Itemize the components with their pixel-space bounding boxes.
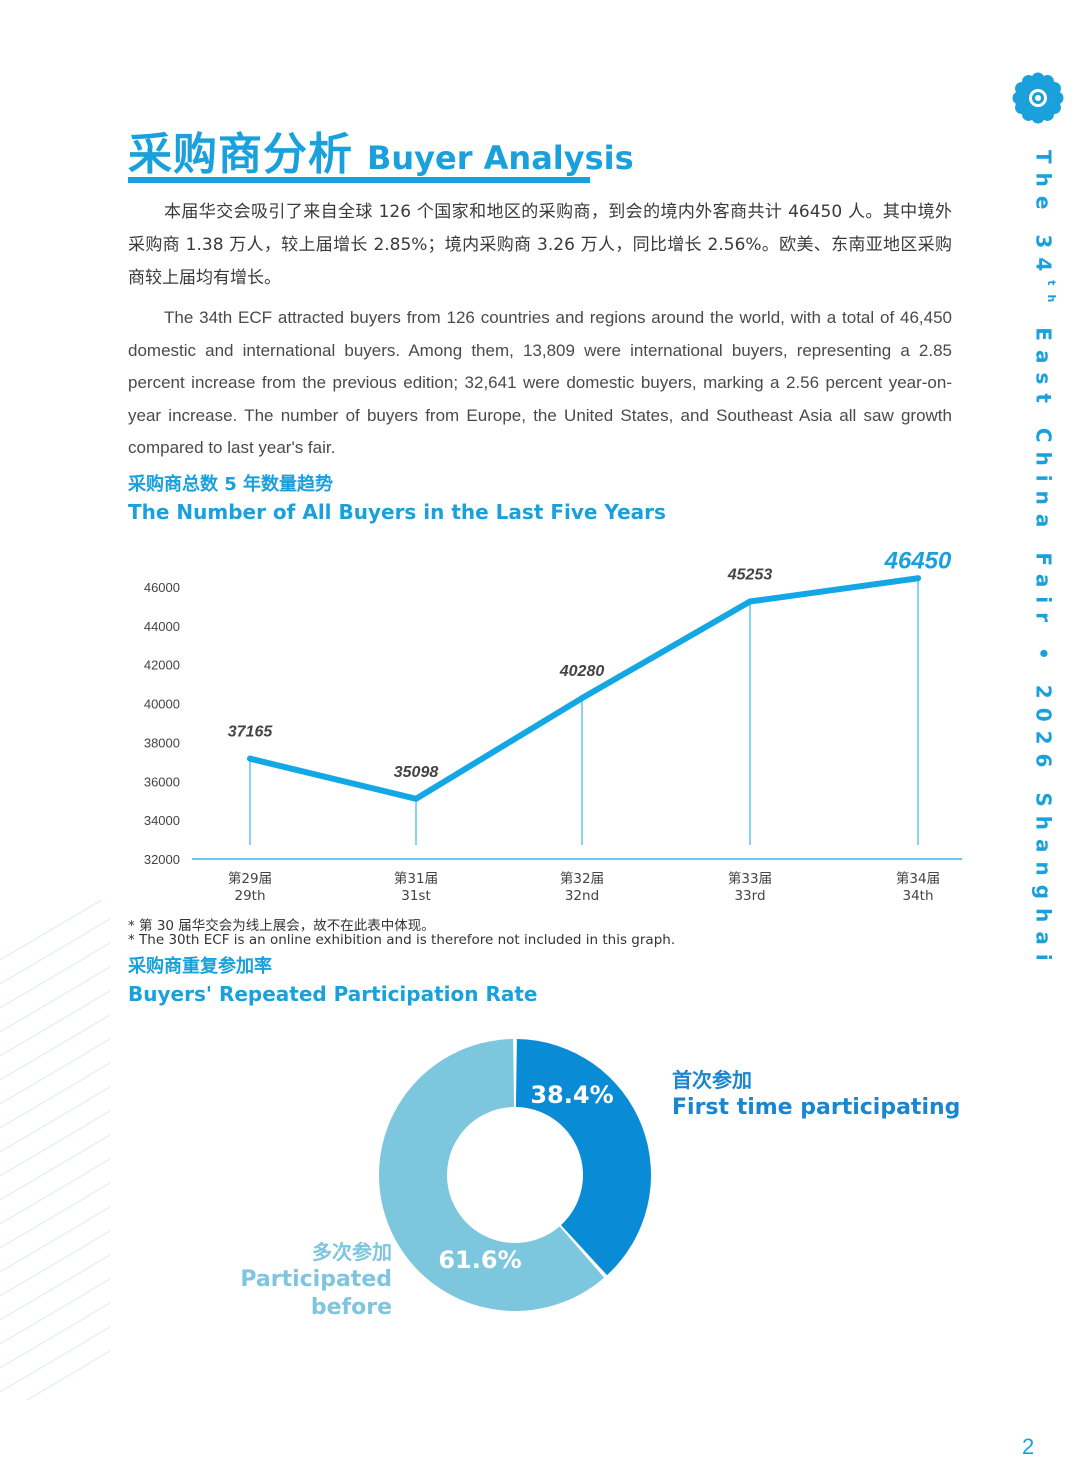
data-point [579,695,585,702]
decorative-stripe [0,942,111,1009]
decorative-stripe [0,1014,111,1081]
side-event-title: The 34th East China Fair • 2026 Shanghai [1031,150,1058,970]
x-tick-label-en: 31st [401,888,431,904]
slice-participated-before [379,1039,605,1311]
legend-before-cn: 多次参加 [312,1240,392,1264]
participation-donut-chart: 38.4% 61.6% [379,1039,651,1311]
decorative-stripe [0,1086,111,1153]
data-label: 40280 [559,663,605,680]
decorative-stripe [0,1158,111,1225]
donut-chart-title-cn: 采购商重复参加率 [128,956,272,977]
y-tick-label: 36000 [144,774,180,789]
legend-participated-before: 多次参加 Participated before [182,1238,392,1322]
flower-logo-icon [1012,72,1064,124]
legend-first-time-en: First time participating [672,1095,961,1120]
decorative-stripe [0,1110,111,1177]
page-number: 2 [1022,1434,1035,1459]
x-tick-label-cn: 第34届 [896,870,940,887]
intro-paragraph-cn: 本届华交会吸引了来自全球 126 个国家和地区的采购商，到会的境内外客商共计 4… [128,202,952,288]
x-tick-label-en: 33rd [734,888,765,904]
legend-first-time: 首次参加 First time participating [672,1066,960,1122]
chart-footnote-en: * The 30th ECF is an online exhibition a… [128,932,676,948]
decorative-lines [0,900,111,1400]
x-tick-label-en: 34th [902,888,933,904]
decorative-stripe [0,918,111,985]
data-point [247,755,253,762]
donut-chart-title-en: Buyers' Repeated Participation Rate [128,982,538,1006]
series-line [247,575,921,802]
intro-paragraph-en: The 34th ECF attracted buyers from 126 c… [128,308,952,458]
decorative-stripe [0,1302,111,1369]
decorative-stripe [0,990,111,1057]
slice-first-time [515,1039,651,1276]
line-chart-title-en: The Number of All Buyers in the Last Fiv… [128,500,666,524]
buyers-line-chart: 32000 34000 36000 38000 40000 42000 44000 46000… [144,547,962,904]
page-title-cn: 采购商分析 [128,129,353,180]
y-tick-label: 42000 [144,658,180,673]
x-tick-label-cn: 第31届 [394,870,438,887]
x-tick-label-cn: 第33届 [728,870,772,887]
y-tick-label: 38000 [144,735,180,750]
line-chart-heading: 采购商总数 5 年数量趋势 The Number of All Buyers i… [128,472,666,526]
data-label: 46450 [884,547,952,574]
line-chart-title-cn: 采购商总数 5 年数量趋势 [128,474,334,495]
chart-footnote-cn: * 第 30 届华交会为线上展会，故不在此表中体现。 [128,918,435,934]
decorative-stripe [0,1230,111,1297]
y-tick-label: 34000 [144,813,180,828]
decorative-stripe [0,900,103,961]
legend-before-en: Participated before [240,1267,392,1320]
logo-petal [1047,82,1061,95]
y-tick-label: 46000 [144,580,180,595]
data-label: 35098 [394,764,439,781]
x-tick-label-en: 32nd [565,888,599,904]
page-title-en: Buyer Analysis [367,139,634,177]
title-underline [128,177,590,183]
decorative-stripe [0,1182,111,1249]
y-tick-label: 32000 [144,852,180,867]
legend-first-time-cn: 首次参加 [672,1068,752,1092]
decorative-stripe [0,1206,111,1273]
decorative-stripe [0,1278,111,1345]
decorative-stripe [0,1254,111,1321]
page-header: 采购商分析 Buyer Analysis [128,118,634,180]
data-point [413,795,419,802]
slice-label-first-time: 38.4% [530,1081,613,1109]
decorative-stripe [0,1038,111,1105]
donut-chart-heading: 采购商重复参加率 Buyers' Repeated Participation … [128,954,537,1008]
decorative-stripe [26,1350,111,1400]
decorative-stripe [0,966,111,1033]
x-tick-label-en: 29th [234,888,265,904]
x-tick-label-cn: 第29届 [228,870,272,887]
slice-label-participated-before: 61.6% [438,1246,521,1274]
decorative-stripe [0,1134,111,1201]
data-label: 37165 [228,724,274,741]
decorative-stripe [0,1062,111,1129]
data-point [747,598,753,605]
decorative-stripe [0,1326,111,1393]
y-tick-label: 40000 [144,697,180,712]
x-tick-label-cn: 第32届 [560,870,604,887]
y-tick-label: 44000 [144,619,180,634]
data-label: 45253 [727,567,773,584]
data-point [915,575,921,582]
